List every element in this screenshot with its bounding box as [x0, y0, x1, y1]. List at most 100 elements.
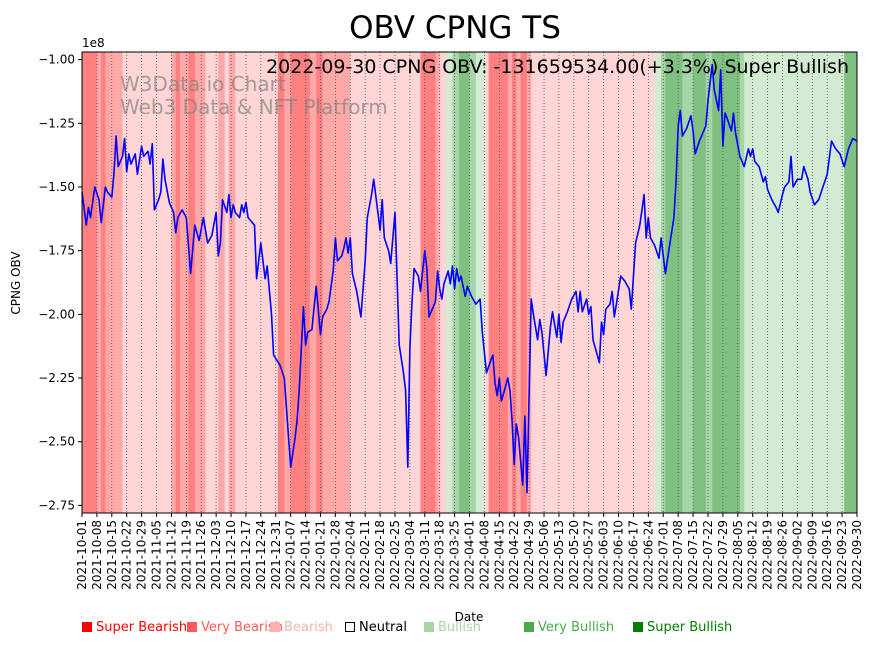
regime-band-super-bearish	[101, 52, 106, 513]
regime-band-very-bearish	[507, 52, 513, 513]
legend: Super Bearish Very Bearish Bearish Neutr…	[82, 620, 782, 638]
regime-band-very-bearish	[435, 52, 441, 513]
y-tick-label: −1.00	[38, 53, 75, 67]
regime-band-very-bullish	[739, 52, 745, 513]
regime-band-very-bullish	[469, 52, 477, 513]
regime-band-very-bearish	[179, 52, 189, 513]
x-tick-label: 2022-07-08	[671, 520, 685, 590]
regime-band-very-bearish	[228, 52, 236, 513]
regime-band-super-bullish	[693, 52, 707, 513]
x-tick-label: 2021-10-01	[75, 520, 89, 590]
x-tick-label: 2022-02-04	[343, 520, 357, 590]
x-tick-label: 2021-12-31	[269, 520, 283, 590]
regime-band-very-bullish	[705, 52, 713, 513]
regime-band-bearish	[350, 52, 422, 513]
legend-swatch	[524, 622, 534, 632]
regime-band-bullish	[744, 52, 747, 513]
x-tick-label: 2022-05-20	[567, 520, 581, 590]
regime-band-super-bearish	[316, 52, 324, 513]
x-tick-label: 2022-04-08	[477, 520, 491, 590]
y-axis: −1.00 −1.25 −1.50 −1.75 −2.00 −2.25 −2.50 −2.75	[38, 53, 82, 512]
x-tick-label: 2022-08-12	[746, 520, 760, 590]
regime-band-bullish	[654, 52, 662, 513]
x-tick-label: 2021-11-05	[150, 520, 164, 590]
y-tick-label: −1.50	[38, 180, 75, 194]
x-tick-label: 2022-04-22	[507, 520, 521, 590]
x-tick-label: 2021-10-29	[135, 520, 149, 590]
regime-band-bearish	[122, 52, 130, 513]
regime-band-super-bearish	[175, 52, 181, 513]
x-tick-label: 2022-07-15	[686, 520, 700, 590]
regime-band-very-bearish	[516, 52, 522, 513]
watermark-line-2: Web3 Data & NFT Platform	[120, 95, 388, 119]
legend-label: Bearish	[284, 620, 333, 635]
regime-band-bearish	[531, 52, 656, 513]
regime-band-bullish	[746, 52, 845, 513]
x-tick-label: 2021-12-24	[254, 520, 268, 590]
legend-super-bearish: Super Bearish	[82, 620, 187, 635]
regime-band-bearish	[224, 52, 230, 513]
x-tick-label: 2022-08-05	[731, 520, 745, 590]
legend-label: Very Bullish	[538, 620, 615, 635]
legend-bullish: Bullish	[424, 620, 481, 635]
x-tick-label: 2022-06-03	[597, 520, 611, 590]
x-tick-label: 2022-03-04	[403, 520, 417, 590]
x-tick-label: 2022-03-11	[418, 520, 432, 590]
legend-label: Super Bearish	[96, 620, 188, 635]
regime-band-super-bearish	[277, 52, 285, 513]
x-tick-label: 2022-03-25	[448, 520, 462, 590]
x-tick-label: 2022-02-25	[388, 520, 402, 590]
legend-label: Super Bullish	[647, 620, 733, 635]
x-tick-label: 2021-12-17	[239, 520, 253, 590]
x-tick-label: 2022-09-09	[805, 520, 819, 590]
y-offset-label: 1e8	[82, 36, 105, 50]
x-tick-label: 2022-05-06	[537, 520, 551, 590]
x-tick-label: 2022-08-26	[775, 520, 789, 590]
legend-very-bearish: Very Bearish	[187, 620, 283, 635]
legend-swatch	[187, 622, 197, 632]
x-tick-label: 2022-09-30	[850, 520, 864, 590]
legend-label: Bullish	[438, 620, 482, 635]
x-tick-label: 2022-07-29	[716, 520, 730, 590]
regime-band-bearish	[439, 52, 447, 513]
regime-band-very-bearish	[218, 52, 226, 513]
legend-swatch	[345, 622, 355, 632]
legend-swatch	[270, 622, 280, 632]
legend-neutral: Neutral	[345, 620, 407, 635]
y-tick-label: −2.75	[38, 498, 75, 512]
x-tick-label: 2021-10-22	[120, 520, 134, 590]
regime-band-very-bearish	[96, 52, 102, 513]
regime-band-super-bullish	[844, 52, 858, 513]
x-tick-label: 2021-12-10	[224, 520, 238, 590]
legend-swatch	[633, 622, 643, 632]
x-tick-label: 2021-12-03	[209, 520, 223, 590]
regime-band-bullish	[475, 52, 485, 513]
x-tick-label: 2022-08-19	[761, 520, 775, 590]
x-tick-label: 2021-11-26	[194, 520, 208, 590]
regime-band-bearish	[484, 52, 490, 513]
regime-band-very-bearish	[171, 52, 177, 513]
y-tick-label: −2.50	[38, 435, 75, 449]
regime-band-super-bearish	[82, 52, 98, 513]
x-tick-label: 2022-09-02	[790, 520, 804, 590]
legend-label: Neutral	[359, 620, 407, 635]
x-tick-label: 2021-11-12	[164, 520, 178, 590]
regime-band-super-bullish	[458, 52, 470, 513]
x-tick-label: 2021-11-19	[179, 520, 193, 590]
chart-title: OBV CPNG TS	[349, 10, 561, 46]
x-tick-label: 2021-10-08	[90, 520, 104, 590]
x-tick-label: 2022-04-01	[463, 520, 477, 590]
y-tick-label: −2.25	[38, 371, 75, 385]
regime-band-super-bearish	[488, 52, 509, 513]
regime-band-very-bearish	[526, 52, 532, 513]
chart-subtitle: 2022-09-30 CPNG OBV: -131659534.00(+3.3%…	[266, 56, 849, 78]
y-tick-label: −1.75	[38, 244, 75, 258]
regime-band-bearish	[128, 52, 172, 513]
legend-super-bullish: Super Bullish	[633, 620, 732, 635]
regime-band-super-bearish	[188, 52, 196, 513]
x-tick-label: 2022-07-22	[701, 520, 715, 590]
regime-band-very-bearish	[322, 52, 351, 513]
x-tick-label: 2022-02-18	[373, 520, 387, 590]
legend-very-bullish: Very Bullish	[524, 620, 614, 635]
